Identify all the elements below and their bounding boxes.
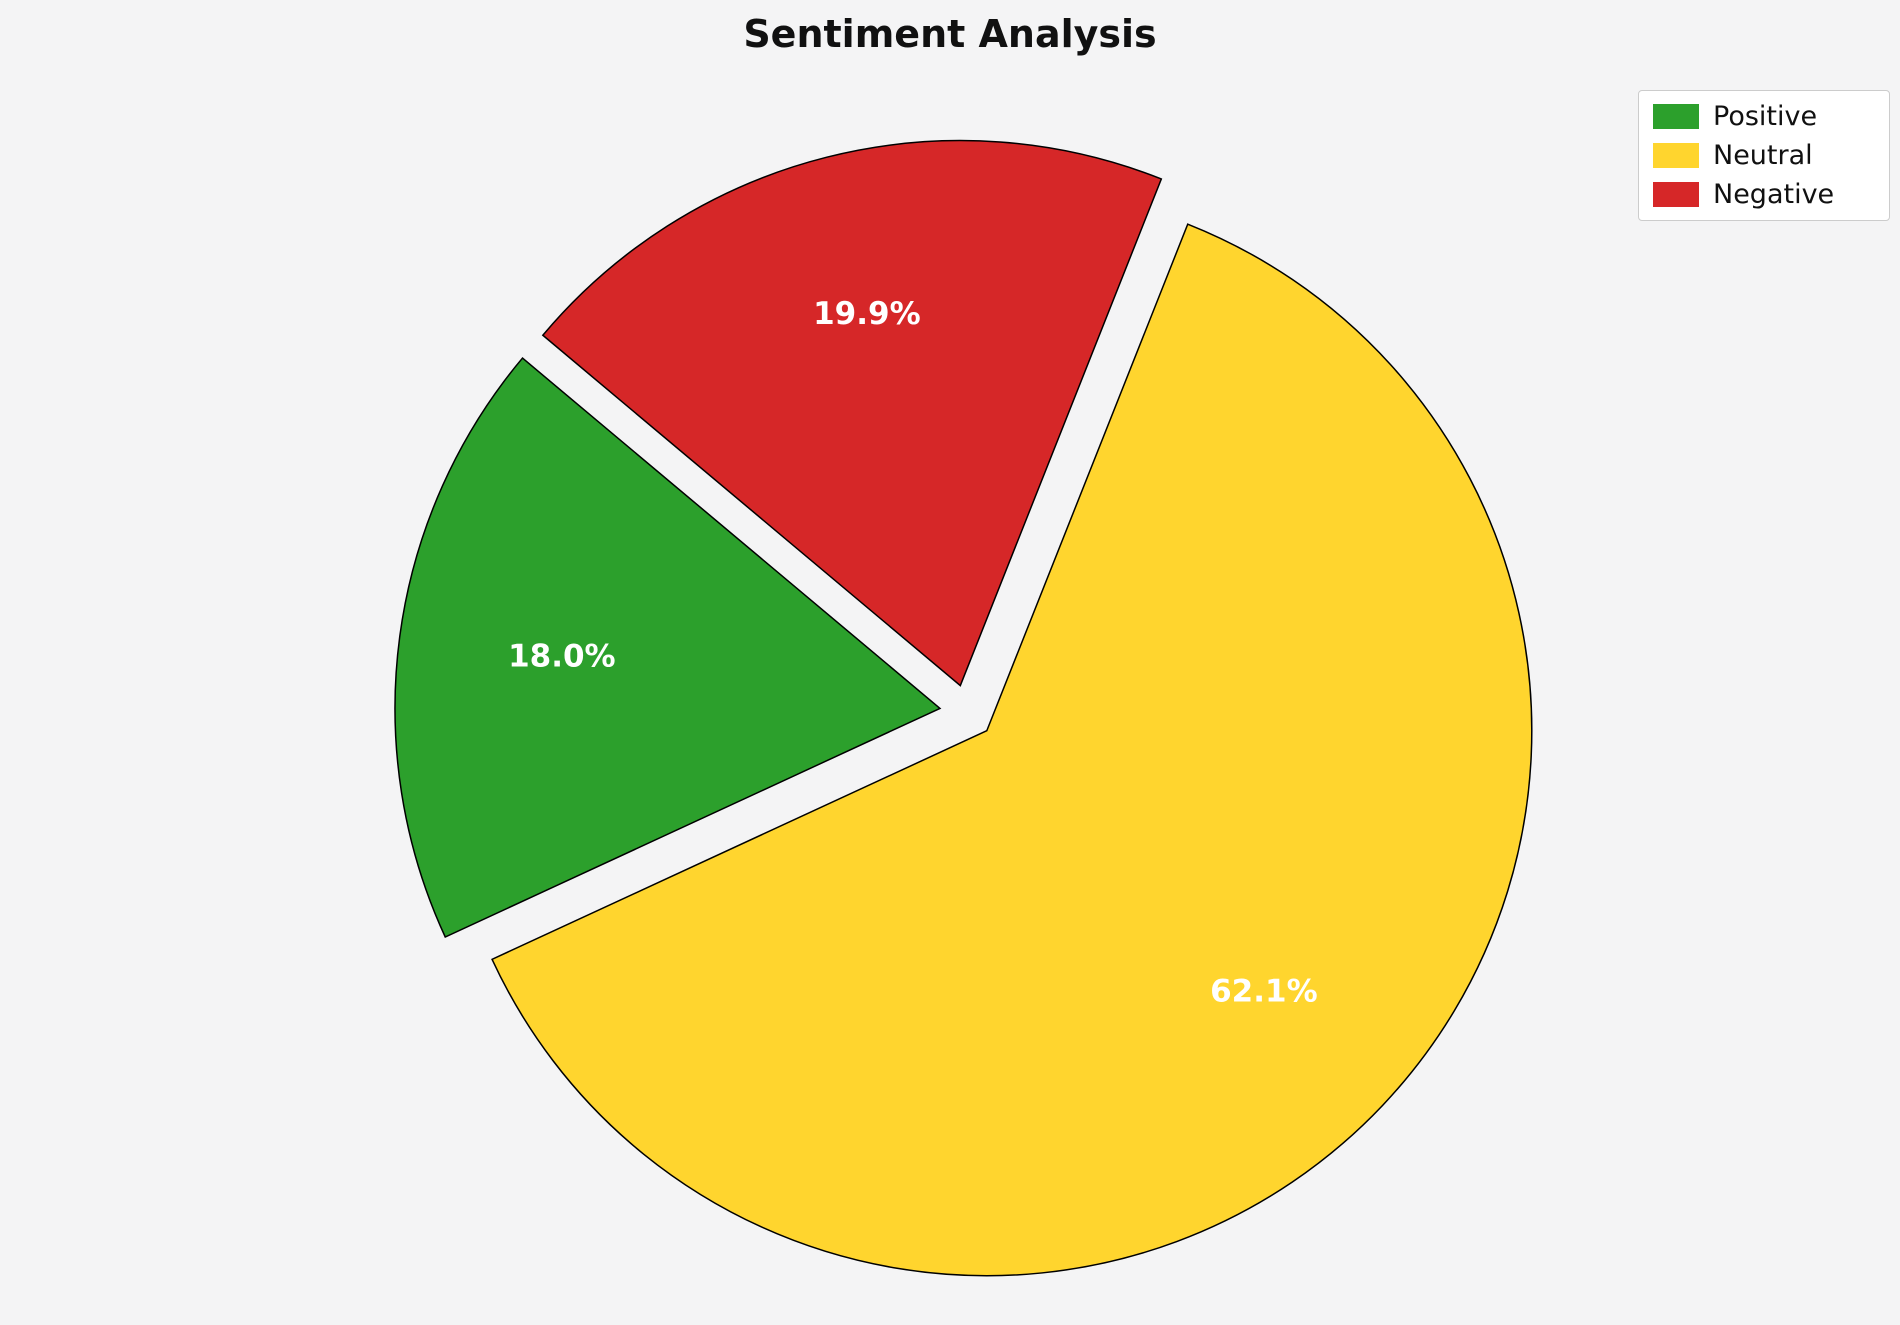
legend-label: Neutral <box>1713 140 1813 171</box>
pie-slice-negative <box>541 139 1163 687</box>
pie-slice-label-negative: 19.9% <box>813 296 921 332</box>
legend-item-positive: Positive <box>1653 103 1875 130</box>
legend-swatch-positive <box>1653 104 1699 129</box>
pie-slice-label-positive: 18.0% <box>508 638 616 674</box>
legend: Positive Neutral Negative <box>1638 90 1890 221</box>
legend-label: Positive <box>1713 101 1818 132</box>
pie-slice-neutral <box>491 223 1533 1277</box>
chart-title: Sentiment Analysis <box>743 12 1157 56</box>
pie-slice-positive <box>394 357 942 938</box>
legend-swatch-neutral <box>1653 143 1699 168</box>
legend-item-negative: Negative <box>1653 181 1875 208</box>
legend-item-neutral: Neutral <box>1653 142 1875 169</box>
pie-slice-label-neutral: 62.1% <box>1210 973 1318 1009</box>
legend-swatch-negative <box>1653 182 1699 207</box>
legend-label: Negative <box>1713 179 1835 210</box>
